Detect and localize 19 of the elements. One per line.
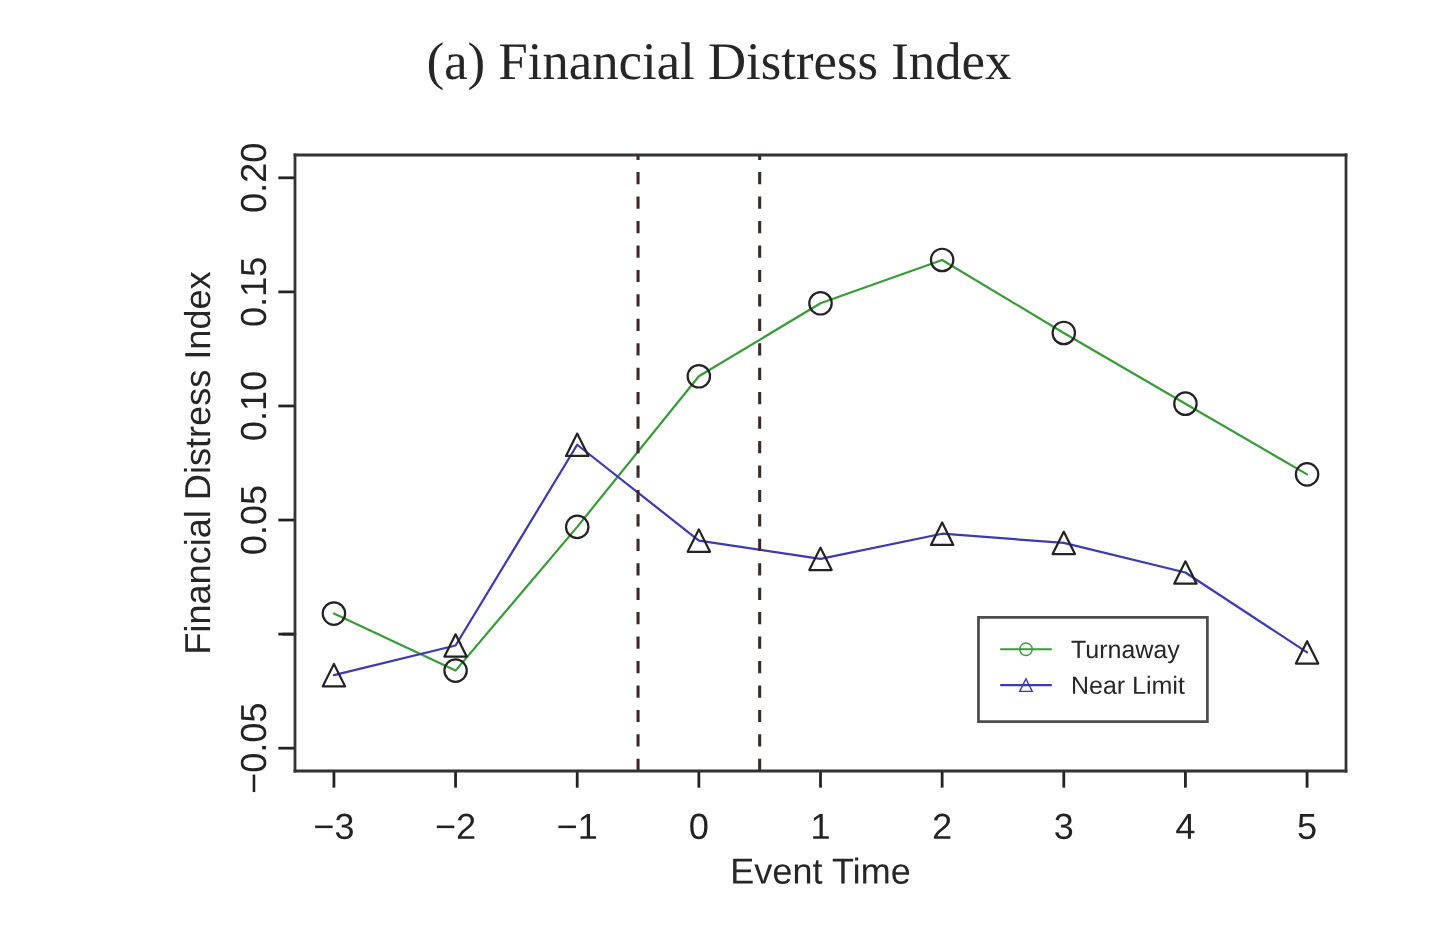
y-axis-title: Financial Distress Index <box>183 271 211 652</box>
x-tick-label: −3 <box>315 813 353 840</box>
y-tick-label: 0.20 <box>240 144 267 212</box>
legend-label: Near Limit <box>1073 675 1185 695</box>
x-tick-label: 1 <box>813 813 829 839</box>
x-tick-label: 5 <box>1298 813 1316 840</box>
y-tick-label: 0.05 <box>240 486 267 554</box>
y-tick-label: 0.10 <box>240 372 267 440</box>
x-axis-title: Event Time <box>733 857 910 884</box>
x-tick-label: −2 <box>436 813 475 839</box>
y-tick-label: −0.05 <box>240 704 267 793</box>
legend-label: Turnaway <box>1071 640 1180 664</box>
x-tick-label: −1 <box>558 813 597 839</box>
x-tick-label: 4 <box>1176 813 1195 839</box>
x-tick-label: 0 <box>690 813 708 840</box>
y-tick-label: 0.15 <box>240 258 267 326</box>
x-tick-label: 3 <box>1055 813 1073 840</box>
x-tick-label: 2 <box>933 813 951 839</box>
chart-title: (a) Financial Distress Index <box>428 42 1011 91</box>
